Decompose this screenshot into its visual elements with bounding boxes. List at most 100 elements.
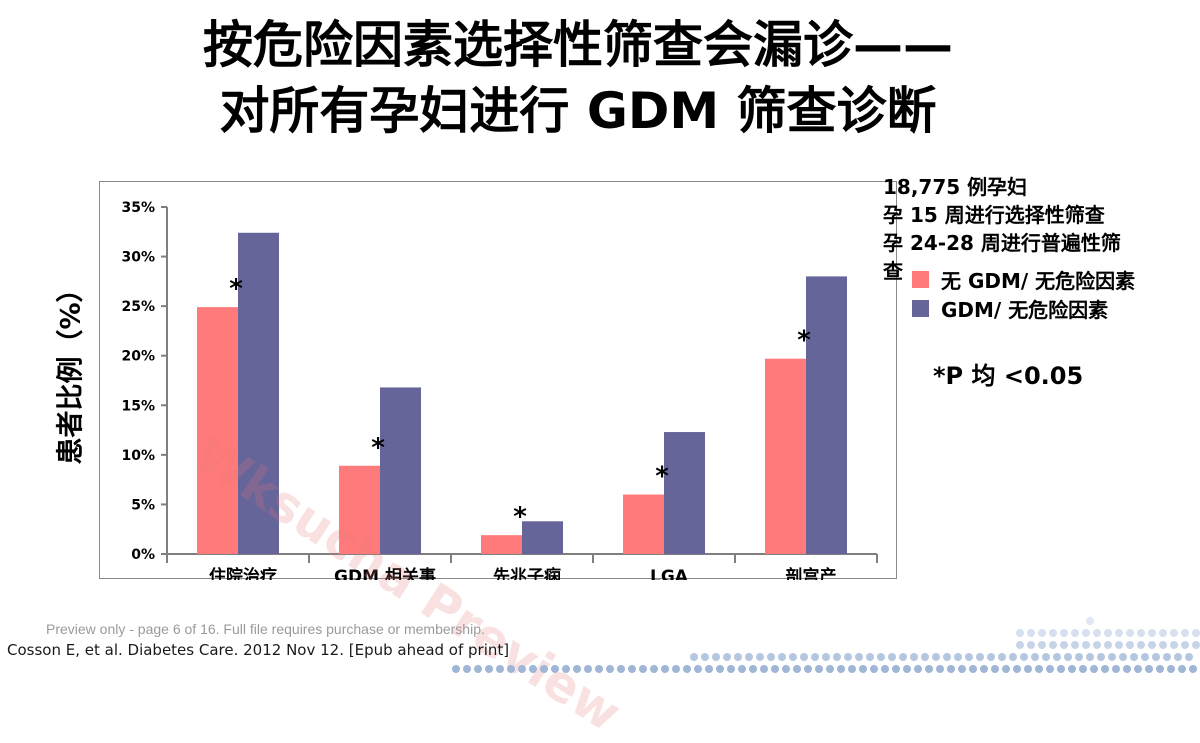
decor-dot — [617, 665, 625, 673]
y-tick-label: 5% — [131, 497, 155, 513]
decor-dot — [485, 665, 493, 673]
decor-dot — [1181, 641, 1189, 649]
decor-dot — [1192, 629, 1200, 637]
y-tick-label: 30% — [121, 250, 155, 266]
decor-dot — [1178, 665, 1186, 673]
bar-gdm — [522, 521, 563, 554]
legend-swatch — [912, 271, 929, 288]
decor-dot — [529, 665, 537, 673]
legend-item: GDM/ 无危险因素 — [912, 294, 1135, 323]
decor-dot — [767, 653, 775, 661]
decor-dot — [1163, 653, 1171, 661]
decor-dot — [822, 653, 830, 661]
x-category-label: 剖宫产 — [786, 566, 837, 580]
decor-dot — [789, 653, 797, 661]
decor-dot — [1156, 665, 1164, 673]
y-tick-label: 35% — [121, 200, 155, 216]
decor-dot — [888, 653, 896, 661]
decor-dot — [1049, 629, 1057, 637]
decor-dot — [606, 665, 614, 673]
decor-dot — [1082, 629, 1090, 637]
significance-asterisk: * — [513, 502, 527, 532]
y-tick-label: 15% — [121, 398, 155, 414]
decor-dot — [804, 665, 812, 673]
decor-dot — [452, 665, 460, 673]
decor-dot — [749, 665, 757, 673]
bar-gdm — [806, 276, 847, 554]
decor-dot — [518, 665, 526, 673]
decor-dot — [595, 665, 603, 673]
decor-dot — [899, 653, 907, 661]
decor-dot — [745, 653, 753, 661]
decor-dot — [1031, 653, 1039, 661]
decor-dot — [1181, 629, 1189, 637]
decor-dot — [965, 653, 973, 661]
legend-label: GDM/ 无危险因素 — [941, 298, 1109, 322]
bar-no-gdm — [623, 494, 664, 554]
decor-dot — [496, 665, 504, 673]
decor-dot — [1020, 653, 1028, 661]
study-info-line: 孕 15 周进行选择性筛查 — [883, 203, 1105, 227]
decor-dot — [1060, 641, 1068, 649]
study-info-line: 18,775 例孕妇 — [883, 175, 1028, 199]
bar-gdm — [238, 232, 279, 554]
y-axis-label: 患者比例（%） — [55, 275, 87, 465]
legend-item: 无 GDM/ 无危险因素 — [912, 265, 1135, 294]
bar-chart: 0%5%10%15%20%25%30%35%*住院治疗*GDM 相关事件*先兆子… — [121, 200, 878, 580]
decor-dot — [932, 653, 940, 661]
decor-dot — [837, 665, 845, 673]
decor-dot — [936, 665, 944, 673]
decor-dot — [628, 665, 636, 673]
decor-dot — [910, 653, 918, 661]
decor-dot — [1115, 641, 1123, 649]
decor-dot — [639, 665, 647, 673]
decor-dot — [1101, 665, 1109, 673]
decor-dot — [1134, 665, 1142, 673]
decor-dot — [1126, 629, 1134, 637]
decor-dot — [1167, 665, 1175, 673]
decor-dot — [1192, 641, 1200, 649]
decor-dot — [1002, 665, 1010, 673]
bar-no-gdm — [339, 465, 380, 554]
decor-dot — [1016, 641, 1024, 649]
decor-dot — [463, 665, 471, 673]
decor-dot — [1148, 641, 1156, 649]
decor-dot — [1013, 665, 1021, 673]
decor-dot — [976, 653, 984, 661]
decor-dot — [778, 653, 786, 661]
decor-dot — [800, 653, 808, 661]
y-tick-label: 0% — [131, 547, 155, 563]
x-category-label: LGA — [650, 567, 689, 580]
decor-dot — [1035, 665, 1043, 673]
bar-gdm — [664, 432, 705, 554]
p-value-note: *P 均 <0.05 — [933, 362, 1084, 390]
decor-dot — [690, 653, 698, 661]
decor-dot — [738, 665, 746, 673]
decor-dot — [650, 665, 658, 673]
decor-dot — [734, 653, 742, 661]
decor-dot — [562, 665, 570, 673]
legend-label: 无 GDM/ 无危险因素 — [941, 269, 1136, 293]
decor-dot — [844, 653, 852, 661]
decor-dot — [870, 665, 878, 673]
decor-dot — [1126, 641, 1134, 649]
decor-dot — [1068, 665, 1076, 673]
decor-dot — [1174, 653, 1182, 661]
decor-dot — [705, 665, 713, 673]
decor-dot — [833, 653, 841, 661]
decor-dot — [1170, 629, 1178, 637]
slide-title-line1: 按危险因素选择性筛查会漏诊—— — [203, 16, 953, 74]
legend-swatch — [912, 300, 929, 317]
decor-dot — [1038, 641, 1046, 649]
decor-dot — [782, 665, 790, 673]
decor-dot — [793, 665, 801, 673]
decor-dot — [716, 665, 724, 673]
decor-dot — [573, 665, 581, 673]
decor-dot — [1086, 617, 1094, 625]
decor-dot — [771, 665, 779, 673]
decor-dot — [969, 665, 977, 673]
decor-dot — [1185, 653, 1193, 661]
bar-no-gdm — [197, 307, 238, 554]
decor-dot — [1082, 641, 1090, 649]
decor-dot — [954, 653, 962, 661]
